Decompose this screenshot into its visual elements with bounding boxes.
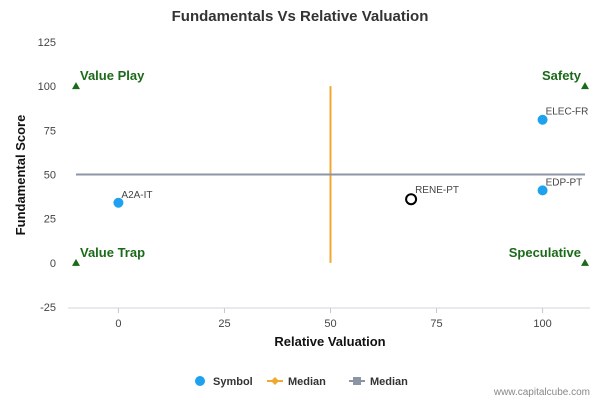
x-tick-label: 25: [218, 318, 230, 330]
legend-label: Symbol: [213, 376, 253, 388]
quadrant-labels: Value Play Safety Value Trap Speculative: [72, 68, 589, 266]
y-tick-label: -25: [40, 302, 56, 314]
quadrant-marker: [72, 82, 80, 90]
legend: Symbol Median Median: [195, 376, 408, 388]
x-tick-label: 50: [324, 318, 336, 330]
x-tick-label: 100: [533, 318, 551, 330]
legend-diamond-marker: [271, 377, 279, 385]
median-lines: [76, 86, 585, 263]
quadrant-label: Safety: [542, 68, 582, 83]
data-points: A2A-IT ELEC-FR EDP-PT RENE-PT: [113, 107, 588, 208]
x-axis-ticks: 0 25 50 75 100: [115, 308, 552, 330]
x-tick-label: 0: [115, 318, 121, 330]
point-label: A2A-IT: [121, 190, 152, 201]
legend-square-marker: [353, 377, 361, 385]
symbol-point: [537, 185, 548, 196]
highlight-label: RENE-PT: [415, 185, 459, 196]
symbol-point: [537, 114, 548, 125]
x-tick-label: 75: [430, 318, 442, 330]
y-tick-label: 125: [38, 37, 56, 49]
x-axis-title: Relative Valuation: [274, 334, 385, 349]
y-tick-label: 25: [44, 214, 56, 226]
quadrant-marker: [72, 258, 80, 266]
quadrant-marker: [581, 82, 589, 90]
point-label: ELEC-FR: [546, 107, 589, 118]
legend-symbol-marker: [195, 376, 205, 386]
quadrant-label: Value Play: [80, 68, 145, 83]
point-label: EDP-PT: [546, 177, 583, 188]
source-credit: www.capitalcube.com: [493, 387, 590, 398]
y-tick-label: 0: [50, 258, 56, 270]
quadrant-label: Value Trap: [80, 245, 145, 260]
quadrant-marker: [581, 258, 589, 266]
y-tick-label: 75: [44, 125, 56, 137]
symbol-point: [113, 197, 124, 208]
y-axis-ticks: -25 0 25 50 75 100 125: [38, 37, 56, 314]
y-tick-label: 100: [38, 81, 56, 93]
highlight-point: [405, 193, 418, 206]
chart-title: Fundamentals Vs Relative Valuation: [172, 8, 429, 25]
y-axis-title: Fundamental Score: [13, 115, 28, 236]
y-tick-label: 50: [44, 170, 56, 182]
legend-label: Median: [370, 376, 408, 388]
quadrant-label: Speculative: [509, 245, 581, 260]
legend-label: Median: [288, 376, 326, 388]
